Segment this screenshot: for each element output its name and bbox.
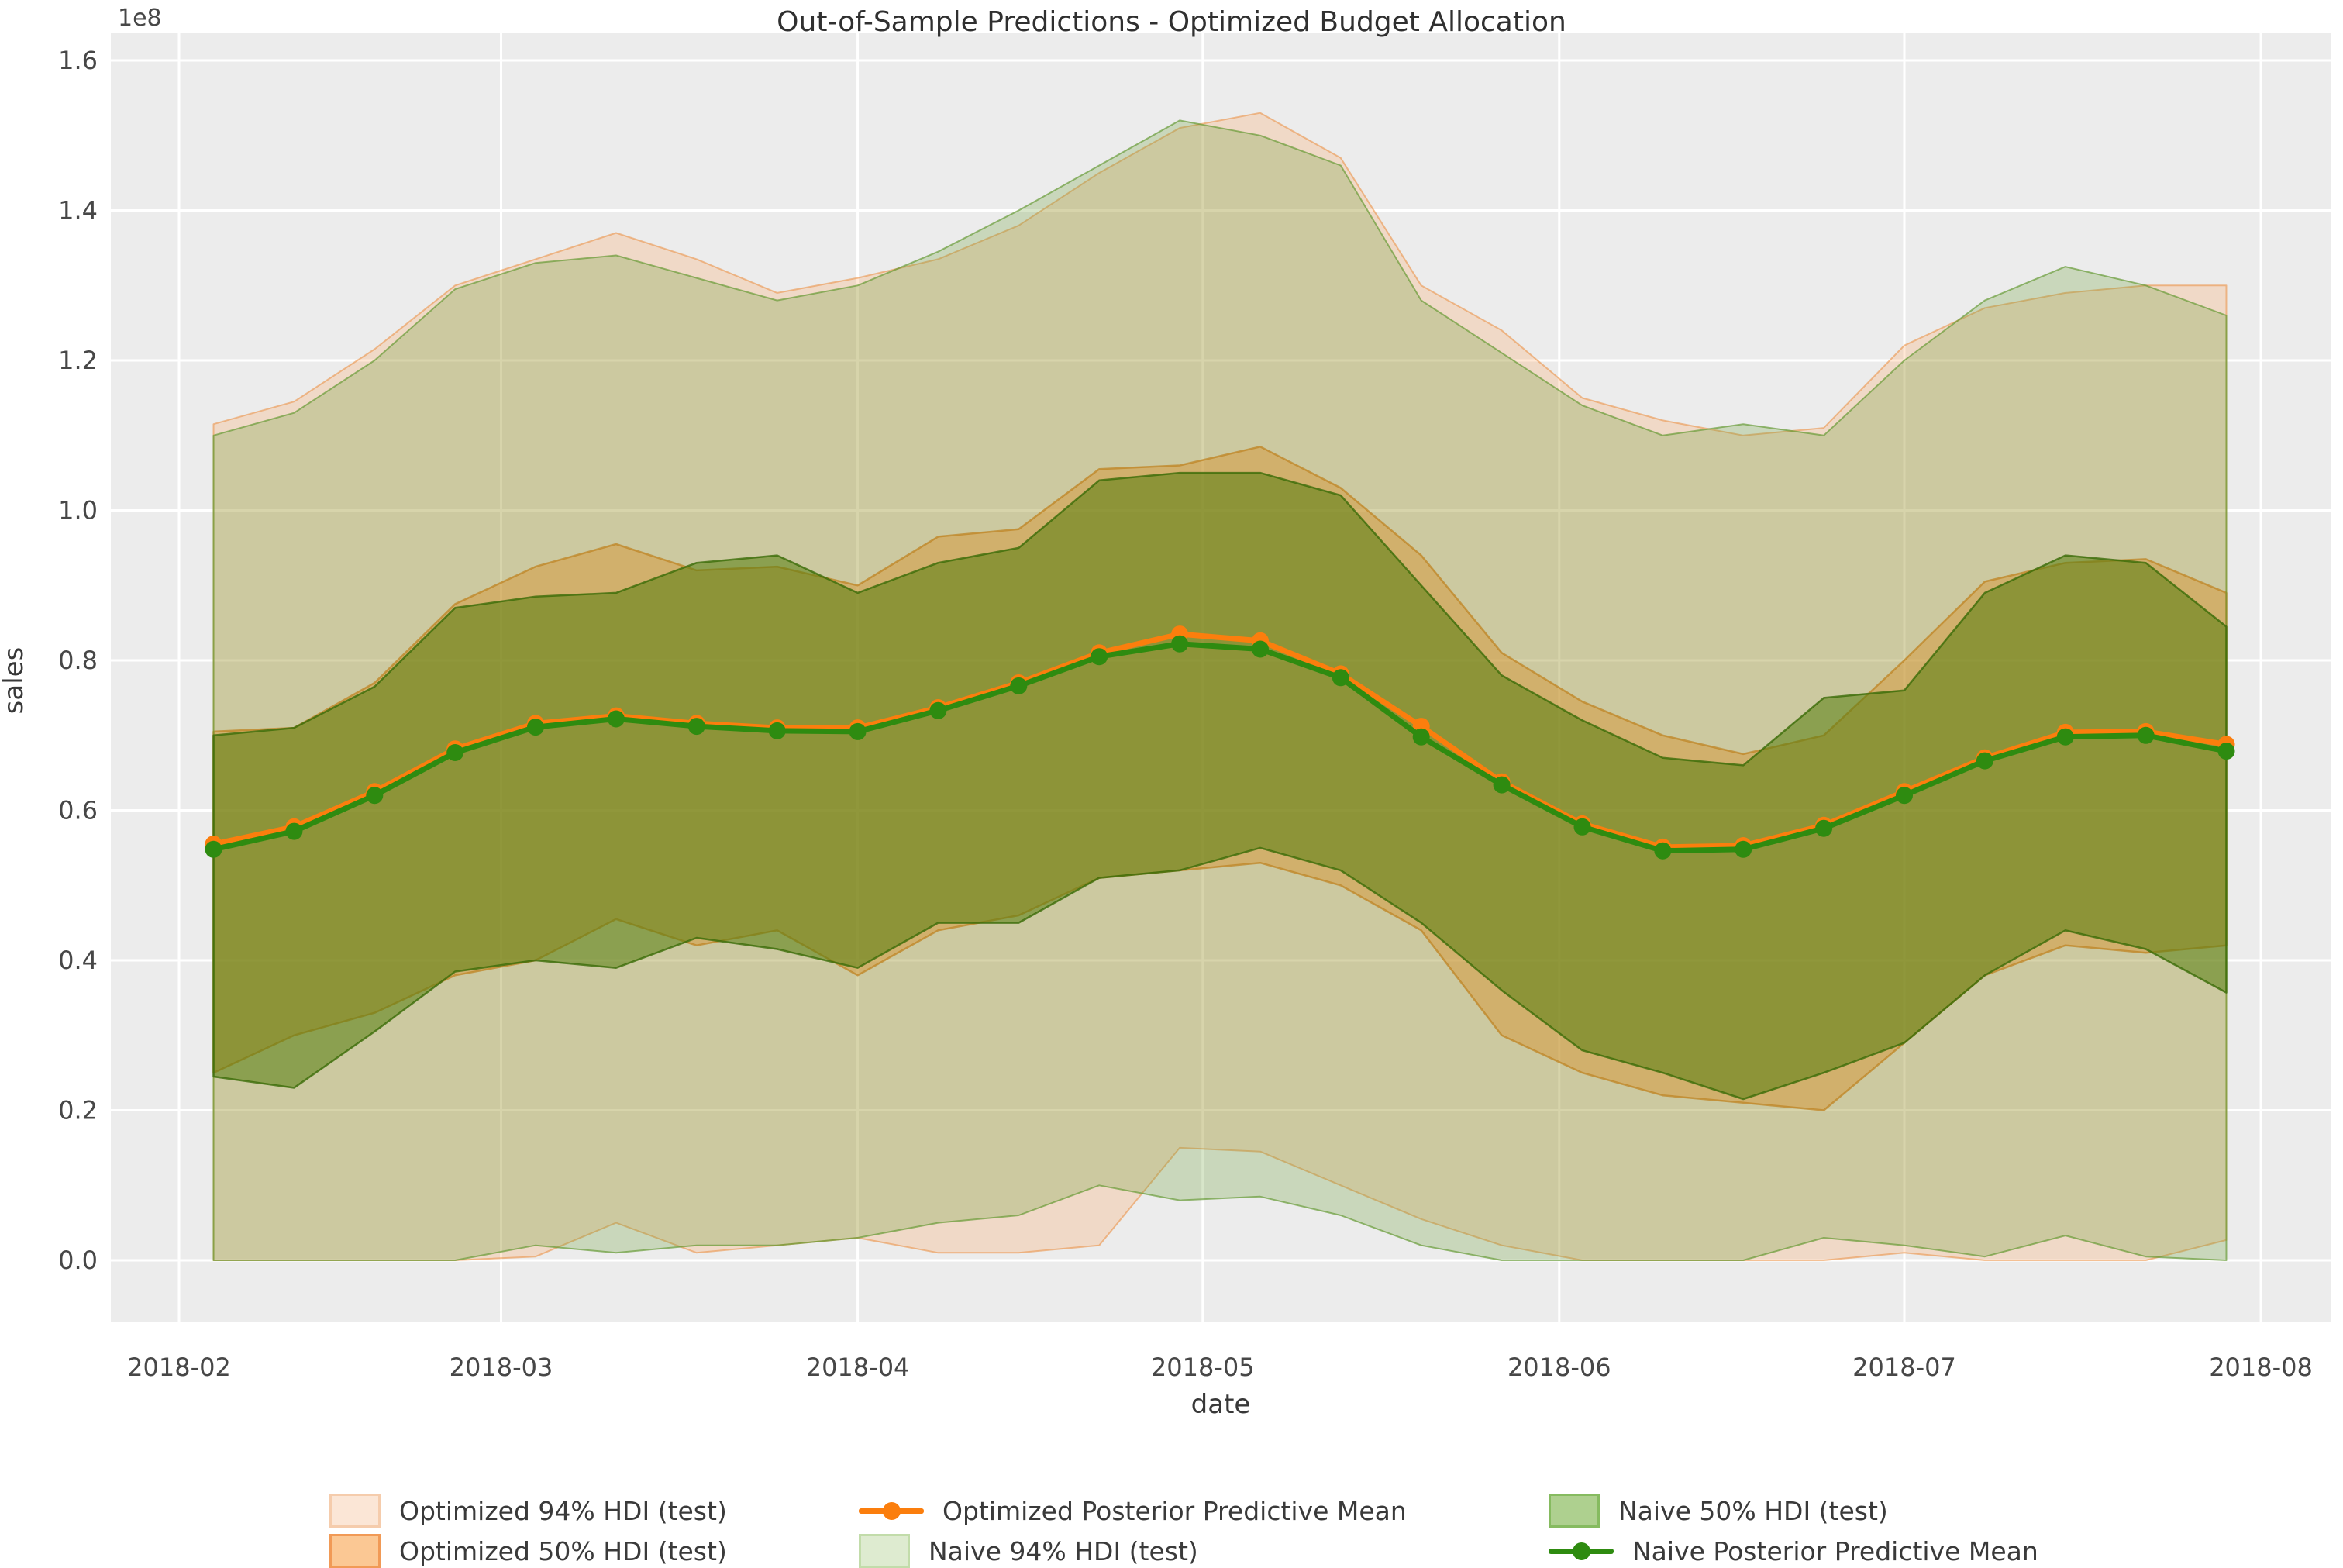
y-axis-offset-label: 1e8 (118, 5, 162, 32)
naive-mean-point (1654, 842, 1672, 860)
naive-mean-point (687, 718, 705, 736)
legend-label: Naive Posterior Predictive Mean (1632, 1535, 2038, 1566)
x-tick-label: 2018-07 (1852, 1353, 1956, 1382)
y-tick-label: 0.4 (58, 946, 98, 975)
naive-mean-point (1815, 819, 1833, 837)
y-tick-label: 1.0 (58, 496, 98, 526)
naive-mean-point (446, 744, 464, 761)
optimized-94-hdi-swatch-icon (329, 1494, 381, 1528)
y-tick-label: 0.6 (58, 796, 98, 825)
naive-mean-point (527, 719, 544, 736)
naive-mean-point (1332, 669, 1349, 687)
naive-mean-point (1171, 635, 1189, 653)
naive-mean-point (285, 822, 303, 840)
x-tick-label: 2018-02 (127, 1353, 231, 1382)
naive-mean-point (1573, 818, 1591, 836)
chart-title: Out-of-Sample Predictions - Optimized Bu… (777, 6, 1566, 38)
y-tick-label: 1.6 (58, 46, 98, 75)
legend-label: Naive 94% HDI (test) (929, 1535, 1198, 1566)
naive-mean-line-icon (1549, 1534, 1614, 1568)
x-tick-label: 2018-04 (806, 1353, 910, 1382)
naive-94-hdi-swatch-icon (859, 1534, 910, 1568)
y-axis-label: sales (0, 646, 29, 715)
legend-item-optimized-mean: Optimized Posterior Predictive Mean (859, 1492, 1407, 1529)
naive-mean-point (1010, 677, 1028, 694)
y-tick-label: 1.4 (58, 196, 98, 226)
naive-mean-point (366, 787, 384, 805)
naive-mean-point (1252, 640, 1269, 658)
legend-label: Optimized Posterior Predictive Mean (942, 1495, 1407, 1526)
naive-mean-point (929, 701, 947, 719)
naive-mean-point (607, 710, 625, 728)
naive-mean-point (2217, 743, 2235, 760)
x-tick-label: 2018-06 (1507, 1353, 1611, 1382)
naive-mean-point (2056, 728, 2074, 746)
band-naive-50 (212, 471, 2228, 1101)
y-tick-label: 0.2 (58, 1096, 98, 1125)
legend-label: Optimized 50% HDI (test) (399, 1535, 727, 1566)
optimized-mean-line (211, 631, 2229, 850)
legend-label: Naive 50% HDI (test) (1618, 1495, 1888, 1526)
x-tick-label: 2018-08 (2209, 1353, 2313, 1382)
naive-50-hdi-swatch-icon (1549, 1494, 1600, 1528)
naive-mean-point (1976, 752, 1993, 770)
naive-mean-point (205, 840, 222, 858)
legend-label: Optimized 94% HDI (test) (399, 1495, 727, 1526)
x-tick-label: 2018-03 (450, 1353, 553, 1382)
legend-item-naive-mean: Naive Posterior Predictive Mean (1549, 1532, 2038, 1568)
optimized-50-hdi-swatch-icon (329, 1534, 381, 1568)
legend-item-naive-94-hdi: Naive 94% HDI (test) (859, 1532, 1198, 1568)
naive-mean-point (1412, 728, 1430, 746)
naive-mean-point (2137, 726, 2155, 744)
naive-mean-point (849, 722, 867, 740)
optimized-mean-line-icon (859, 1494, 924, 1528)
y-tick-label: 1.2 (58, 346, 98, 375)
y-tick-label: 0.0 (58, 1246, 98, 1275)
naive-mean-point (1091, 648, 1108, 666)
x-tick-label: 2018-05 (1151, 1353, 1255, 1382)
legend-item-optimized-50-hdi: Optimized 50% HDI (test) (329, 1532, 727, 1568)
naive-mean-point (1493, 776, 1511, 794)
naive-mean-line (211, 641, 2229, 854)
legend-item-naive-50-hdi: Naive 50% HDI (test) (1549, 1492, 1888, 1529)
y-tick-label: 0.8 (58, 646, 98, 675)
naive-mean-point (1735, 840, 1752, 858)
legend-item-optimized-94-hdi: Optimized 94% HDI (test) (329, 1492, 727, 1529)
x-axis-label: date (1190, 1389, 1251, 1420)
naive-mean-point (768, 722, 786, 739)
naive-mean-point (1896, 787, 1913, 805)
